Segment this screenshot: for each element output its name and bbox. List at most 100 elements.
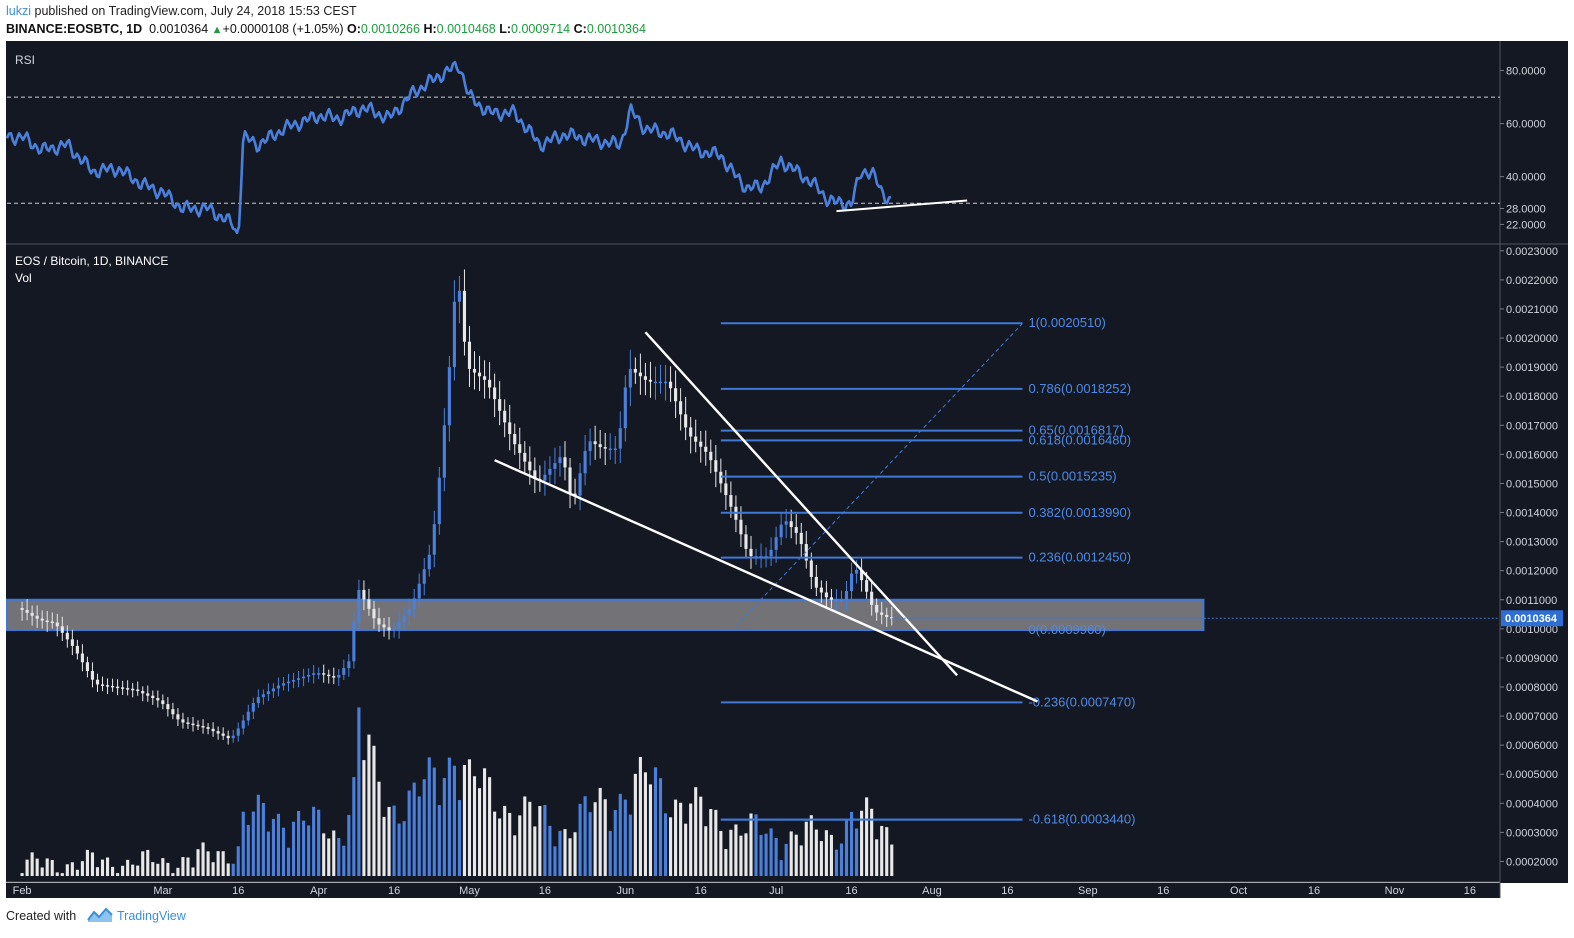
chart-area[interactable]: 80.0000 60.0000 40.0000 28.0000 22.0000 RSI 0.… xyxy=(0,41,1574,898)
volume-bar xyxy=(216,851,220,876)
candle-body xyxy=(342,668,346,675)
volume-bar xyxy=(422,779,426,876)
volume-bar xyxy=(131,864,135,876)
volume-bar xyxy=(563,829,567,876)
price-axis-tick-label: 0.0002000 xyxy=(1506,856,1558,868)
volume-bar xyxy=(166,862,170,876)
candle-body xyxy=(472,368,477,373)
volume-bar xyxy=(65,864,69,876)
volume-bar xyxy=(880,825,884,876)
fib-level-label: 0(0.0009960) xyxy=(1028,622,1105,637)
candle-body xyxy=(724,483,728,496)
candle-body xyxy=(80,653,84,663)
volume-bar xyxy=(865,797,869,876)
rsi-line xyxy=(5,60,892,235)
candle-body xyxy=(297,678,301,680)
volume-bar xyxy=(628,814,632,876)
volume-bar xyxy=(779,860,783,876)
high-label: H: xyxy=(423,22,437,36)
candle-body xyxy=(774,537,778,550)
candle-body xyxy=(377,618,381,625)
candle-body xyxy=(347,661,351,669)
volume-bars xyxy=(20,707,894,876)
volume-bar xyxy=(281,827,286,876)
time-axis-tick-label: 16 xyxy=(1001,885,1013,897)
candle-body xyxy=(291,679,296,682)
candle-body xyxy=(608,448,612,451)
volume-bar xyxy=(518,815,522,876)
time-axis-background xyxy=(6,883,1500,898)
candle-body xyxy=(85,662,89,671)
candle-body xyxy=(261,694,265,698)
price-axis-background xyxy=(1500,41,1568,883)
author-link[interactable]: lukzi xyxy=(6,4,32,18)
candle-body xyxy=(744,534,748,549)
price-axis-tick-label: 0.0005000 xyxy=(1506,769,1558,781)
volume-bar xyxy=(55,872,59,876)
candle-body xyxy=(100,684,105,686)
volume-bar xyxy=(161,858,165,876)
tradingview-link[interactable]: TradingView xyxy=(117,909,186,923)
volume-bar xyxy=(286,847,291,876)
candle-body xyxy=(276,685,281,689)
volume-bar xyxy=(256,794,260,876)
rsi-axis-tick-label: 80.0000 xyxy=(1506,66,1546,78)
volume-bar xyxy=(613,809,617,876)
candle-body xyxy=(875,604,879,613)
time-axis-tick-label: 16 xyxy=(388,885,400,897)
candle-body xyxy=(573,493,577,496)
volume-bar xyxy=(638,756,642,876)
rsi-pane-background xyxy=(6,41,1500,244)
volume-bar xyxy=(231,863,235,876)
candle-body xyxy=(422,569,426,584)
candle-body xyxy=(332,676,336,678)
volume-bar xyxy=(261,802,265,876)
volume-bar xyxy=(784,843,788,876)
price-axis-tick-label: 0.0017000 xyxy=(1506,420,1558,432)
candle-body xyxy=(739,519,743,535)
volume-bar xyxy=(116,873,120,876)
candle-body xyxy=(483,376,487,380)
volume-bar xyxy=(608,830,612,876)
candle-body xyxy=(593,441,597,445)
volume-bar xyxy=(211,862,215,876)
fib-level-label: -0.618(0.0003440) xyxy=(1028,812,1135,827)
candle-body xyxy=(362,589,366,600)
candle-body xyxy=(699,441,703,447)
volume-bar xyxy=(764,833,768,876)
volume-bar xyxy=(121,865,125,876)
volume-bar xyxy=(493,811,497,876)
time-axis-tick-label: Feb xyxy=(13,885,32,897)
price-pane-background xyxy=(6,244,1500,882)
volume-bar xyxy=(95,867,100,876)
volume-bar xyxy=(221,851,225,876)
volume-bar xyxy=(291,821,296,876)
candle-body xyxy=(844,591,849,600)
candle-body xyxy=(658,381,663,384)
volume-bar xyxy=(538,806,542,876)
volume-bar xyxy=(759,834,763,876)
volume-bar xyxy=(885,827,889,876)
candle-body xyxy=(166,704,170,710)
volume-bar xyxy=(849,811,854,876)
volume-bar xyxy=(593,802,597,876)
candle-body xyxy=(623,387,627,429)
volume-bar xyxy=(276,813,281,876)
volume-bar xyxy=(151,862,155,876)
candle-body xyxy=(633,368,637,373)
candle-body xyxy=(387,627,391,631)
volume-bar xyxy=(397,823,401,876)
volume-bar xyxy=(417,796,421,876)
volume-bar xyxy=(40,867,44,876)
candle-body xyxy=(196,724,200,727)
candle-body xyxy=(116,686,120,689)
wedge-trendline xyxy=(494,459,1039,703)
candle-body xyxy=(613,448,617,451)
rsi-axis-tick-label: 60.0000 xyxy=(1506,119,1546,131)
last-price-badge xyxy=(1501,610,1563,627)
volume-bar xyxy=(734,824,738,876)
volume-bar xyxy=(20,873,24,876)
volume-bar xyxy=(679,802,683,876)
time-axis-tick-label: Jun xyxy=(616,885,634,897)
candle-body xyxy=(824,592,828,598)
